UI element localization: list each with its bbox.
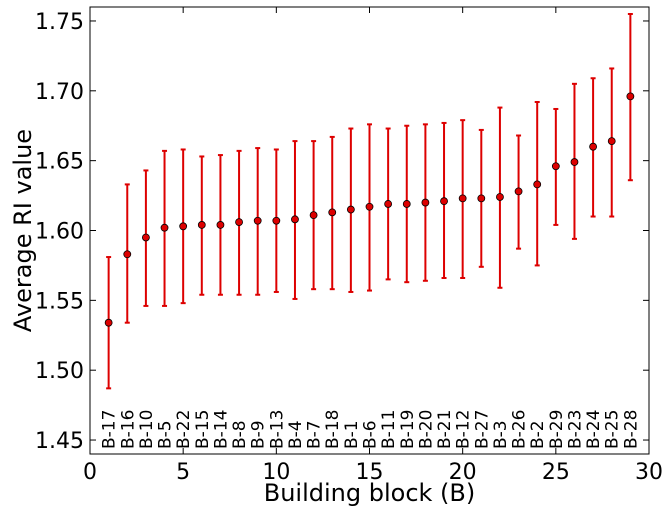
y-tick-label: 1.65 bbox=[35, 150, 84, 175]
block-label: B-5 bbox=[156, 420, 176, 449]
block-label: B-10 bbox=[137, 410, 157, 449]
data-point bbox=[402, 200, 411, 208]
block-label: B-16 bbox=[118, 410, 138, 449]
data-point bbox=[626, 92, 635, 101]
block-label: B-22 bbox=[174, 410, 194, 449]
block-label: B-14 bbox=[211, 410, 231, 449]
block-label: B-21 bbox=[435, 410, 455, 449]
block-label: B-18 bbox=[323, 410, 343, 449]
chart-marks: B-17B-16B-10B-5B-22B-15B-14B-8B-9B-13B-4… bbox=[100, 12, 641, 449]
block-label: B-4 bbox=[286, 420, 306, 449]
block-label: B-13 bbox=[267, 410, 287, 449]
y-tick-label: 1.75 bbox=[35, 10, 84, 35]
data-point bbox=[309, 211, 318, 220]
block-label: B-23 bbox=[565, 410, 585, 449]
data-point bbox=[384, 200, 393, 208]
x-tick-label: 25 bbox=[542, 460, 570, 485]
data-point bbox=[570, 158, 579, 166]
x-tick-label: 30 bbox=[635, 460, 663, 485]
y-axis-label: Average RI value bbox=[9, 129, 37, 332]
data-point bbox=[179, 222, 188, 231]
data-point bbox=[533, 180, 542, 189]
block-label: B-28 bbox=[621, 410, 641, 449]
data-point bbox=[421, 198, 430, 207]
block-label: B-12 bbox=[454, 410, 474, 449]
data-point bbox=[104, 318, 113, 327]
block-label: B-7 bbox=[305, 420, 325, 449]
data-point bbox=[253, 216, 262, 225]
data-point bbox=[235, 218, 243, 227]
block-label: B-19 bbox=[398, 410, 418, 449]
block-label: B-3 bbox=[491, 420, 511, 449]
block-label: B-27 bbox=[472, 410, 492, 449]
block-label: B-25 bbox=[603, 410, 623, 449]
data-point bbox=[141, 233, 150, 242]
y-tick-label: 1.55 bbox=[35, 289, 84, 314]
block-label: B-1 bbox=[342, 420, 362, 449]
data-point bbox=[496, 193, 504, 201]
y-tick-label: 1.45 bbox=[35, 429, 84, 454]
x-axis-label: Building block (B) bbox=[264, 479, 476, 507]
x-tick-label: 10 bbox=[262, 460, 290, 485]
data-point bbox=[607, 137, 616, 146]
axes: 0 5 10 15 20 25 30 1.45 1.50 1.55 1.60 1.65 1.70 1.75 bbox=[35, 7, 663, 485]
data-point bbox=[440, 197, 448, 206]
block-label: B-9 bbox=[249, 420, 269, 449]
y-tick-label: 1.60 bbox=[35, 220, 84, 245]
block-label: B-20 bbox=[416, 410, 436, 449]
data-point bbox=[123, 250, 132, 259]
data-point bbox=[272, 216, 281, 225]
block-label: B-11 bbox=[379, 410, 399, 449]
data-point bbox=[365, 202, 374, 211]
block-label: B-15 bbox=[193, 410, 213, 449]
data-point bbox=[346, 205, 355, 214]
data-point bbox=[291, 215, 299, 224]
x-tick-label: 0 bbox=[83, 460, 97, 485]
x-tick-label: 15 bbox=[356, 460, 384, 485]
y-tick-label: 1.50 bbox=[35, 359, 84, 384]
data-point bbox=[551, 162, 560, 171]
data-point bbox=[514, 187, 523, 196]
block-label: B-2 bbox=[528, 420, 548, 449]
y-tick-label: 1.70 bbox=[35, 80, 84, 105]
x-tick-label: 20 bbox=[449, 460, 477, 485]
x-tick-label: 5 bbox=[176, 460, 190, 485]
block-label: B-8 bbox=[230, 420, 250, 449]
block-label: B-17 bbox=[100, 410, 120, 449]
data-point bbox=[477, 194, 486, 203]
data-point bbox=[458, 194, 467, 203]
data-point bbox=[589, 142, 597, 151]
block-label: B-26 bbox=[510, 410, 530, 449]
block-label: B-6 bbox=[361, 420, 381, 449]
data-point bbox=[216, 221, 225, 229]
block-label: B-24 bbox=[584, 410, 604, 449]
data-point bbox=[328, 208, 337, 217]
data-point bbox=[197, 221, 206, 229]
block-label: B-29 bbox=[547, 410, 567, 449]
data-point bbox=[160, 223, 169, 232]
